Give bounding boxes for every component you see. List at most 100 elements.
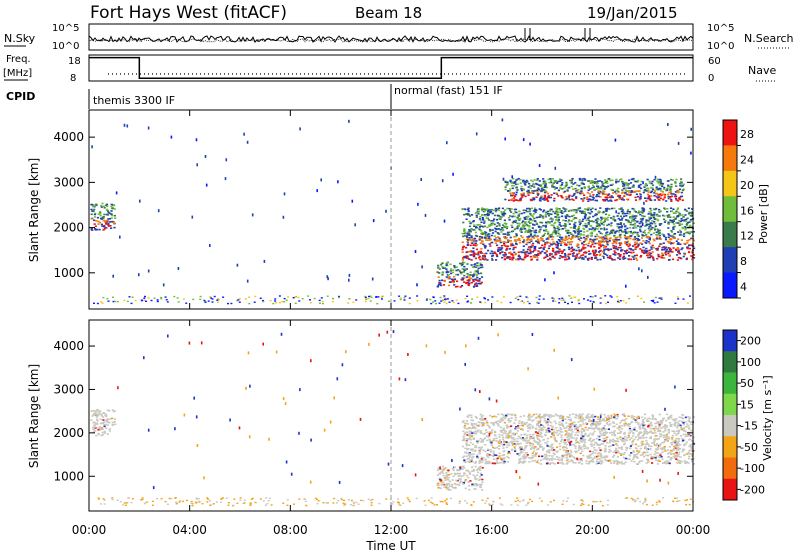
ground-scatter-cell (211, 298, 214, 300)
echo-cell (579, 222, 582, 224)
echo-cell (639, 193, 642, 196)
echo-cell (663, 235, 666, 238)
ground-scatter-cell (126, 300, 129, 303)
ground-scatter-cell (287, 296, 289, 298)
echo-cell (676, 426, 679, 429)
echo-cell (509, 236, 512, 239)
echo-cell (597, 195, 600, 198)
echo-cell (554, 216, 557, 218)
echo-cell (451, 483, 454, 486)
echo-cell (585, 237, 588, 240)
echo-cell (465, 455, 468, 457)
echo-cell (438, 268, 441, 270)
echo-cell (556, 246, 559, 249)
echo-cell (523, 415, 526, 417)
echo-cell (107, 224, 110, 226)
echo-cell (515, 186, 518, 188)
sparse-echo-cell (534, 209, 536, 213)
echo-cell (564, 223, 567, 225)
echo-cell (565, 230, 568, 232)
echo-cell (460, 272, 463, 275)
echo-cell (570, 435, 573, 437)
echo-cell (607, 178, 610, 180)
echo-cell (609, 248, 613, 251)
echo-cell (658, 433, 662, 435)
echo-cell (609, 439, 612, 441)
echo-cell (103, 423, 106, 426)
echo-cell (628, 247, 631, 250)
echo-cell (672, 455, 675, 458)
echo-cell (441, 470, 444, 473)
echo-cell (673, 445, 676, 448)
echo-cell (621, 256, 625, 259)
echo-cell (606, 238, 609, 241)
echo-cell (685, 258, 688, 261)
echo-cell (538, 434, 541, 436)
echo-cell (606, 224, 609, 227)
echo-cell (468, 278, 471, 280)
echo-cell (526, 441, 529, 444)
echo-cell (540, 195, 543, 198)
echo-cell (95, 203, 98, 206)
echo-cell (617, 231, 620, 233)
echo-cell (100, 434, 103, 437)
sparse-echo-cell (337, 180, 339, 184)
echo-cell (595, 437, 598, 440)
echo-cell (677, 453, 680, 456)
echo-cell (502, 454, 505, 457)
sparse-echo-cell (224, 177, 227, 181)
ground-scatter-cell (536, 301, 539, 304)
echo-cell (479, 216, 482, 218)
echo-cell (668, 242, 671, 244)
echo-cell (565, 244, 568, 246)
echo-cell (463, 467, 466, 469)
echo-cell (535, 461, 538, 463)
echo-cell (537, 250, 540, 252)
sparse-echo-cell (641, 269, 643, 273)
echo-cell (536, 178, 539, 180)
echo-cell (103, 224, 106, 227)
echo-cell (561, 212, 564, 215)
echo-cell (640, 255, 643, 257)
echo-cell (639, 428, 642, 430)
echo-cell (453, 284, 456, 286)
echo-cell (593, 230, 596, 232)
echo-cell (650, 233, 653, 236)
echo-cell (94, 430, 97, 432)
echo-cell (610, 230, 613, 233)
echo-cell (498, 223, 501, 225)
echo-cell (522, 245, 525, 247)
echo-cell (559, 187, 562, 190)
echo-cell (570, 181, 573, 184)
echo-cell (619, 255, 622, 258)
echo-cell (519, 182, 522, 184)
echo-cell (627, 187, 630, 189)
echo-cell (628, 258, 631, 261)
echo-cell (92, 204, 95, 206)
echo-cell (590, 456, 593, 459)
echo-cell (503, 222, 506, 224)
echo-cell (513, 251, 516, 254)
echo-cell (566, 462, 569, 464)
echo-cell (615, 237, 618, 239)
echo-cell (480, 208, 484, 210)
echo-cell (565, 443, 569, 446)
echo-cell (582, 179, 585, 181)
echo-cell (607, 416, 610, 419)
echo-cell (110, 205, 113, 208)
echo-cell (633, 210, 636, 212)
echo-cell (606, 182, 609, 184)
echo-cell (512, 212, 515, 215)
echo-cell (632, 190, 635, 193)
echo-cell (499, 441, 502, 443)
ground-scatter-cell (509, 301, 512, 304)
echo-cell (539, 200, 542, 202)
echo-cell (558, 234, 562, 236)
echo-cell (566, 190, 569, 192)
echo-cell (616, 190, 619, 192)
echo-cell (508, 219, 511, 221)
echo-cell (98, 221, 102, 224)
echo-cell (648, 249, 651, 252)
echo-cell (461, 466, 464, 468)
echo-cell (692, 239, 695, 242)
